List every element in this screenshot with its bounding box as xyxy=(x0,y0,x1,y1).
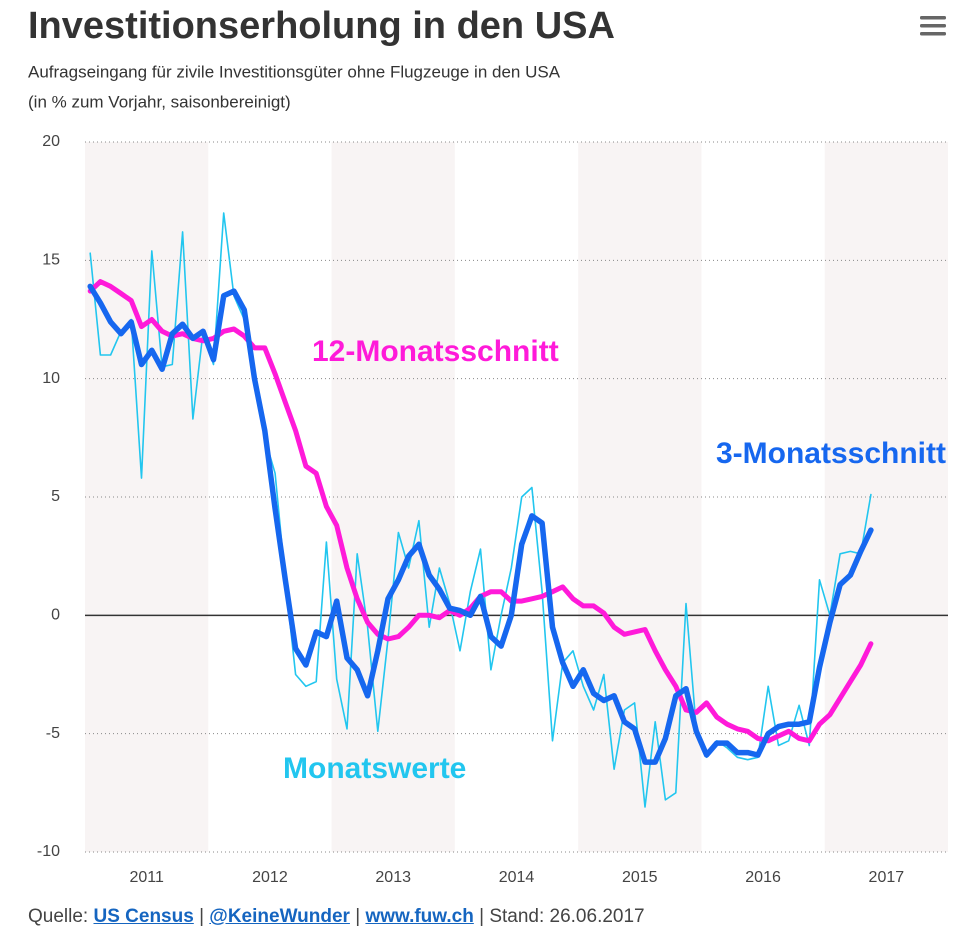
chart-title: Investitionserholung in den USA xyxy=(28,5,615,47)
y-tick-label: -10 xyxy=(37,843,60,860)
grid: 2011 2012 2013 2014 2015 2016 2017 -10 -5 0 5 10 15 2… xyxy=(37,133,948,886)
source-link[interactable]: www.fuw.ch xyxy=(365,906,474,927)
year-bands xyxy=(85,142,948,852)
x-tick-label: 2017 xyxy=(869,869,905,886)
annotations: Monatswerte 12-Monatsschnitt 3-Monatsschni… xyxy=(283,335,946,785)
x-tick-label: 2014 xyxy=(499,869,535,886)
x-tick-label: 2016 xyxy=(745,869,781,886)
x-tick-label: 2013 xyxy=(375,869,411,886)
y-tick-label: 10 xyxy=(42,370,60,387)
series-label: Monatswerte xyxy=(283,752,466,785)
y-tick-label: 20 xyxy=(42,133,60,150)
x-tick-label: 2011 xyxy=(129,869,164,886)
x-tick-label: 2015 xyxy=(622,869,658,886)
source-footer: Quelle: US Census | @KeineWunder | www.f… xyxy=(28,906,645,928)
source-prefix: Quelle: xyxy=(28,906,89,927)
chart: Investitionserholung in den USA Aufragse… xyxy=(28,5,948,886)
menu-bar xyxy=(920,16,946,20)
series-label: 12-Monatsschnitt xyxy=(312,335,559,368)
year-band xyxy=(578,142,702,852)
source-date: Stand: 26.06.2017 xyxy=(489,906,645,927)
series-lines xyxy=(87,212,874,808)
series-line xyxy=(89,212,872,808)
y-tick-label: 15 xyxy=(42,252,60,269)
menu-button[interactable] xyxy=(918,14,948,38)
source-link[interactable]: @KeineWunder xyxy=(209,906,350,927)
series-line xyxy=(87,283,874,765)
separator: | xyxy=(199,906,205,927)
menu-bar xyxy=(920,24,946,28)
chart-subtitle: Aufragseingang für zivile Investitionsgü… xyxy=(28,62,561,81)
separator: | xyxy=(479,906,485,927)
chart-subtitle: (in % zum Vorjahr, saisonbereinigt) xyxy=(28,92,291,111)
separator: | xyxy=(355,906,361,927)
y-tick-label: -5 xyxy=(46,725,60,742)
source-link[interactable]: US Census xyxy=(93,906,194,927)
y-tick-label: 5 xyxy=(51,488,60,505)
series-label: 3-Monatsschnitt xyxy=(716,437,946,470)
y-tick-label: 0 xyxy=(51,607,60,624)
menu-bar xyxy=(920,32,946,36)
x-tick-label: 2012 xyxy=(252,869,288,886)
